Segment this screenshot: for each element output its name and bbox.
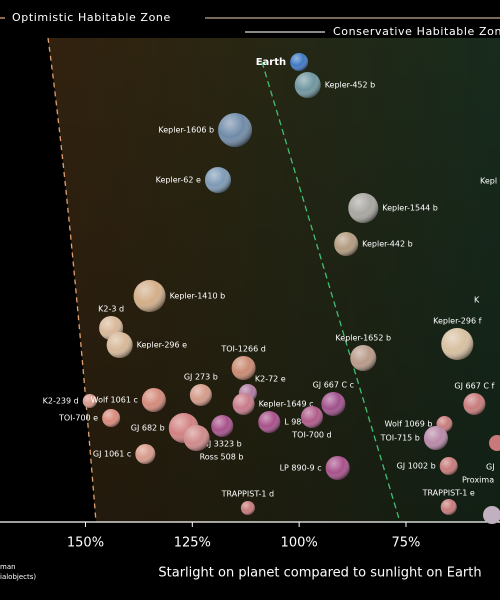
planet-shade: [463, 393, 486, 415]
planet-label: TRAPPIST-1 d: [221, 490, 274, 499]
planet-label: GJ 273 b: [184, 373, 218, 382]
cut-label: Proxima: [462, 476, 494, 485]
planet-shade: [440, 499, 457, 515]
footnote: man: [0, 563, 16, 571]
planet-label: LP 890-9 c: [280, 464, 322, 473]
planet-label: TRAPPIST-1 e: [422, 489, 475, 498]
planet-shade: [189, 384, 212, 406]
planet-label: Ross 508 b: [200, 453, 244, 462]
planet-label: Kepler-296 f: [433, 317, 481, 326]
x-tick-label: 125%: [174, 536, 211, 551]
planet-shade: [82, 394, 97, 408]
planet-shade: [183, 425, 210, 451]
planet-label: TOI-700 d: [291, 431, 331, 440]
planet-label: Kepler-1649 c: [259, 400, 314, 409]
planet-shade: [350, 345, 377, 371]
conservative-boundary: [261, 61, 401, 523]
planet-shade: [106, 332, 133, 358]
cut-planet: [483, 506, 500, 524]
planet-shade: [258, 411, 281, 433]
planet-label: Kepler-452 b: [325, 81, 376, 90]
planet-label: GJ 667 C f: [454, 382, 494, 391]
planet-shade: [321, 392, 346, 416]
planet-shade: [231, 356, 256, 380]
planet-label: Wolf 1061 c: [91, 396, 138, 405]
legend-label: Conservative Habitable Zone: [333, 25, 500, 38]
planet-label: L 98-59 f: [284, 418, 320, 427]
planet-label: TOI-1266 d: [220, 345, 265, 354]
planet-label: Kepler-442 b: [362, 240, 413, 249]
planet-label: K2-239 d: [43, 397, 79, 406]
planet-label: GJ 1002 b: [397, 462, 436, 471]
planet-label: Kepler-62 e: [156, 176, 201, 185]
planet-shade: [218, 113, 253, 147]
planet-shade: [133, 280, 166, 312]
planet-shade: [294, 72, 321, 98]
planet-label: Kepler-296 e: [137, 341, 187, 350]
planet-label: Kepler-1606 b: [158, 126, 214, 135]
cut-label: Kepl: [480, 177, 497, 186]
planet-shade: [325, 456, 350, 480]
planet-shade: [204, 167, 231, 193]
cut-label: K: [474, 296, 480, 305]
footnote: ialobjects): [0, 573, 36, 581]
legend-label: Optimistic Habitable Zone: [12, 11, 171, 24]
planet-label: GJ 1061 c: [93, 450, 131, 459]
planet-label: Earth: [256, 57, 286, 68]
planet-shade: [348, 193, 379, 223]
optimistic-boundary: [47, 37, 97, 523]
planet-label: Kepler-1410 b: [170, 292, 226, 301]
planet-shade: [232, 393, 255, 415]
x-tick-label: 100%: [281, 536, 318, 551]
planet-shade: [441, 328, 474, 360]
planet-label: Wolf 1069 b: [385, 420, 433, 429]
x-tick-label: 150%: [67, 536, 104, 551]
planet-shade: [300, 406, 323, 428]
too-hot-region: [0, 38, 96, 522]
x-axis-label: Starlight on planet compared to sunlight…: [158, 566, 481, 581]
cut-label: GJ: [486, 463, 495, 472]
planet-shade: [240, 501, 255, 515]
planet-shade: [141, 388, 166, 412]
x-tick-label: 75%: [392, 536, 421, 551]
planet-shade: [290, 53, 309, 71]
planet-label: Kepler-1544 b: [382, 204, 438, 213]
planet-label: TOI-715 b: [380, 434, 420, 443]
planet-label: TOI-700 e: [58, 414, 98, 423]
planet-label: Kepler-1652 b: [335, 334, 391, 343]
planet-shade: [102, 409, 121, 427]
planet-label: GJ 3323 b: [203, 440, 242, 449]
planet-label: GJ 667 C c: [313, 381, 354, 390]
planet-shade: [135, 444, 156, 464]
planet-label: K2-3 d: [98, 305, 124, 314]
planet-shade: [334, 232, 359, 256]
cut-planet: [489, 435, 500, 451]
planet-label: K2-72 e: [255, 375, 286, 384]
planet-shade: [211, 415, 234, 437]
planet-shade: [423, 426, 448, 450]
planet-label: GJ 682 b: [131, 424, 165, 433]
planet-shade: [439, 457, 458, 475]
